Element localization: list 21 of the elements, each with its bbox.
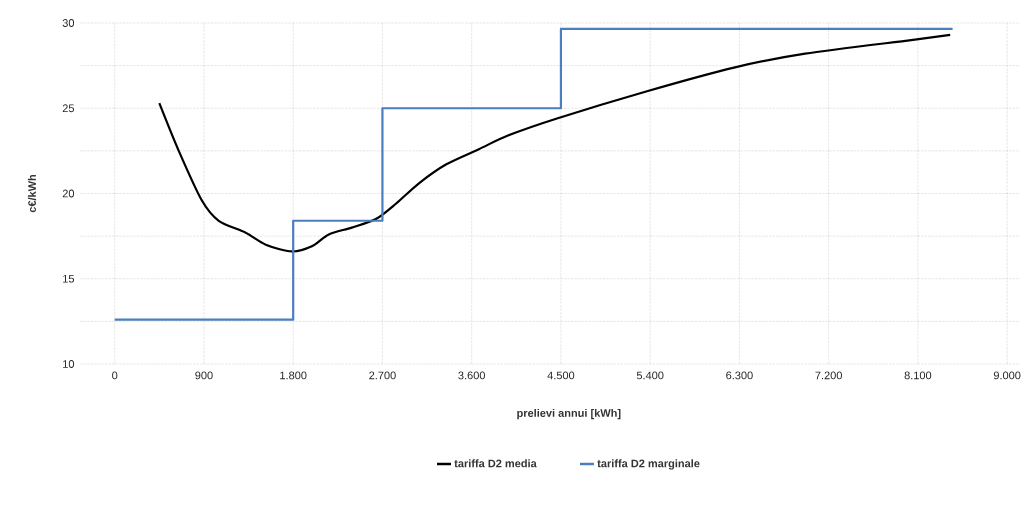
x-tick-label: 0 — [112, 371, 118, 380]
x-tick-label: 3.600 — [458, 371, 485, 380]
x-axis-title: prelievi annui [kWh] — [517, 408, 621, 420]
x-tick-label: 8.100 — [904, 371, 932, 380]
y-axis-title: c€/kWh — [27, 174, 37, 213]
y-tick-label: 10 — [63, 360, 75, 368]
legend-label: tariffa D2 media — [454, 459, 537, 468]
x-tick-label: 9.000 — [993, 371, 1021, 380]
x-tick-label: 4.500 — [547, 371, 575, 380]
x-tick-label: 2.700 — [369, 371, 396, 380]
line-series — [158, 33, 952, 253]
y-tick-label: 15 — [63, 274, 75, 283]
x-tick-label: 6.300 — [726, 371, 753, 380]
x-tick-label: 7.200 — [815, 371, 842, 380]
x-tick-label: 900 — [195, 371, 213, 380]
legend-label: tariffa D2 marginale — [597, 459, 700, 470]
x-tick-label: 1.800 — [280, 371, 307, 380]
y-tick-label: 25 — [62, 104, 75, 113]
y-tick-label: 20 — [62, 189, 75, 198]
y-tick-label: 30 — [62, 19, 75, 27]
x-tick-label: 5.400 — [636, 371, 664, 380]
